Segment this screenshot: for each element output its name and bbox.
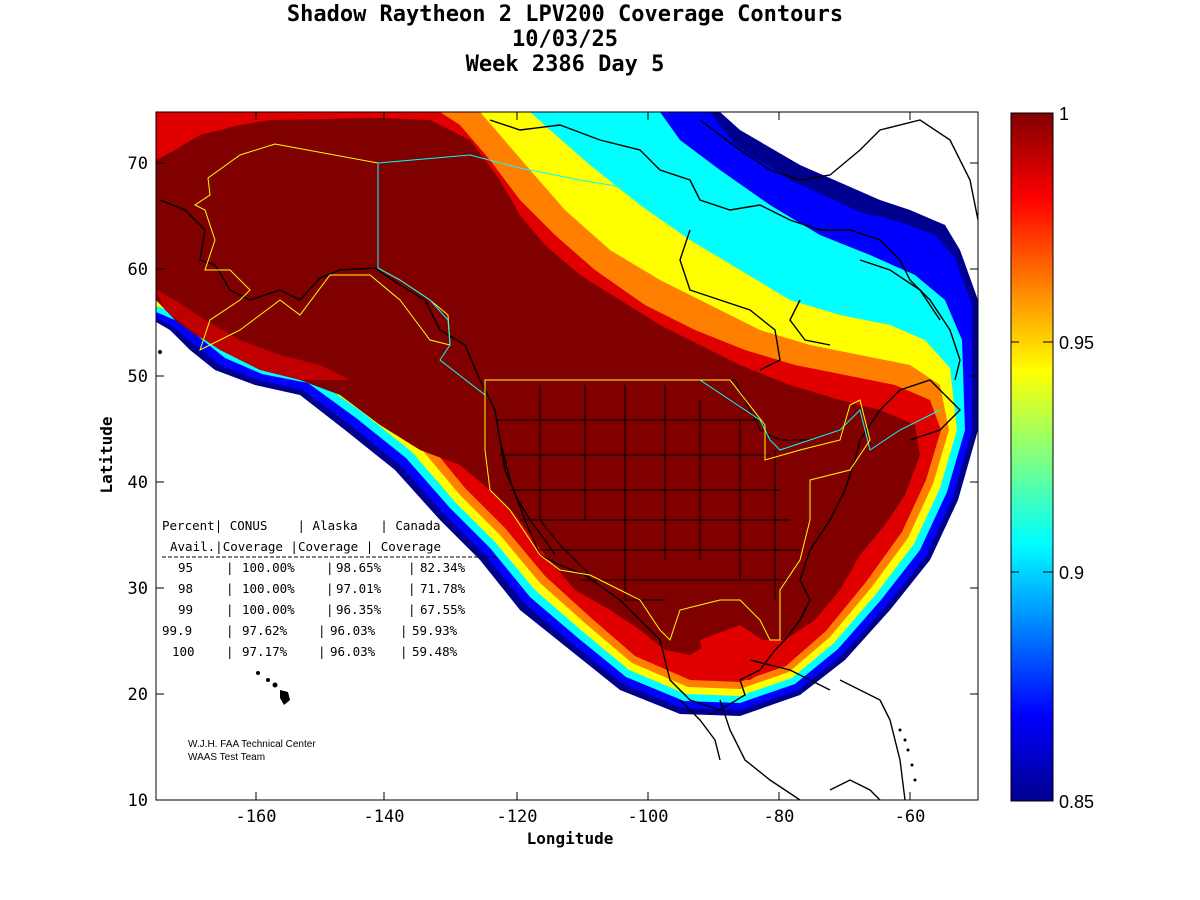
table-cell: | (408, 602, 416, 617)
table-header-cell: Alaska (313, 518, 358, 533)
table-cell: | (400, 623, 408, 638)
y-tick-label: 40 (128, 473, 148, 493)
y-tick-labels: 10 20 30 40 50 60 70 (128, 154, 148, 811)
plot-frame (155, 111, 979, 801)
table-cell: 97.17% (242, 644, 288, 659)
table-header-cell: Avail. (170, 539, 215, 554)
table-header-cell: Percent (162, 518, 215, 533)
table-cell: 100.00% (242, 581, 295, 596)
x-tick-label: -120 (497, 807, 538, 827)
table-cell: | (226, 644, 234, 659)
y-tick-label: 10 (128, 791, 148, 811)
caribbean-islands (158, 350, 917, 782)
table-cell: 98.65% (336, 560, 382, 575)
table-header-cell: Canada (395, 518, 440, 533)
table-header-cell: Coverage (381, 539, 441, 554)
contour-red-gulf (700, 625, 775, 680)
table-cell: | (318, 623, 326, 638)
contour-red-pacific (156, 290, 350, 380)
table-header-row1: Percent| CONUS | Alaska | Canada (162, 518, 441, 533)
colorbar-tick-label: 1 (1059, 104, 1069, 124)
table-cell: | (408, 581, 416, 596)
colorbar-tick-labels: 1 0.95 0.9 0.85 (1059, 104, 1094, 812)
x-tick-label: -60 (895, 807, 926, 827)
map-title-line1: Shadow Raytheon 2 LPV200 Coverage Contou… (286, 2, 844, 27)
table-cell: 100.00% (242, 560, 295, 575)
map-title-date: 10/03/25 (512, 27, 618, 52)
map-title-week: Week 2386 Day 5 (465, 52, 665, 77)
table-cell: 96.35% (336, 602, 382, 617)
y-tick-marks (156, 162, 978, 801)
x-tick-labels: -160 -140 -120 -100 -80 -60 (236, 807, 926, 827)
region-outlines (194, 143, 941, 641)
credits-line1: W.J.H. FAA Technical Center (188, 739, 316, 750)
table-cell: 96.03% (330, 623, 376, 638)
table-cell: 98 (178, 581, 193, 596)
table-header-cell: Coverage (298, 539, 358, 554)
x-tick-label: -160 (236, 807, 277, 827)
coverage-contours (156, 112, 978, 800)
table-cell: 95 (178, 560, 193, 575)
table-cell: 99 (178, 602, 193, 617)
hawaii-islands (256, 671, 290, 705)
table-cell: | (226, 581, 234, 596)
x-axis-label: Longitude (527, 829, 614, 848)
state-boundaries (485, 379, 810, 601)
y-axis-label: Latitude (97, 416, 116, 493)
table-cell: 59.48% (412, 644, 458, 659)
credits-line2: WAAS Test Team (188, 752, 265, 763)
x-tick-label: -140 (364, 807, 405, 827)
table-cell: | (326, 581, 334, 596)
table-cell: 67.55% (420, 602, 466, 617)
table-cell: 96.03% (330, 644, 376, 659)
table-cell: 100.00% (242, 602, 295, 617)
table-cell: 100 (172, 644, 195, 659)
colorbar-tick-label: 0.9 (1059, 563, 1084, 583)
y-tick-label: 60 (128, 260, 148, 280)
table-cell: 82.34% (420, 560, 466, 575)
table-cell: | (318, 644, 326, 659)
contour-dark-red (156, 118, 920, 655)
table-cell: 59.93% (412, 623, 458, 638)
table-cell: | (226, 602, 234, 617)
coastlines (159, 119, 978, 800)
y-tick-label: 30 (128, 579, 148, 599)
y-tick-label: 70 (128, 154, 148, 174)
y-tick-label: 50 (128, 367, 148, 387)
x-tick-label: -80 (764, 807, 795, 827)
table-header-row2: Avail.|Coverage |Coverage | Coverage (170, 539, 441, 554)
table-cell: | (326, 602, 334, 617)
table-cell: 71.78% (420, 581, 466, 596)
table-cell: 99.9 (162, 623, 192, 638)
table-cell: 97.62% (242, 623, 288, 638)
y-tick-label: 20 (128, 685, 148, 705)
table-cell: | (226, 560, 234, 575)
colorbar (1010, 112, 1054, 802)
x-tick-label: -100 (628, 807, 669, 827)
colorbar-tick-label: 0.95 (1059, 333, 1094, 353)
table-cell: 97.01% (336, 581, 382, 596)
table-cell: | (226, 623, 234, 638)
table-cell: | (408, 560, 416, 575)
x-tick-marks (255, 112, 911, 800)
table-cell: | (400, 644, 408, 659)
colorbar-tick-label: 0.85 (1059, 792, 1094, 812)
colorbar-ticks (1011, 341, 1053, 573)
availability-table: Percent| CONUS | Alaska | Canada Avail.|… (162, 518, 498, 659)
table-header-cell: Coverage (223, 539, 283, 554)
table-header-cell: CONUS (230, 518, 268, 533)
table-cell: | (326, 560, 334, 575)
